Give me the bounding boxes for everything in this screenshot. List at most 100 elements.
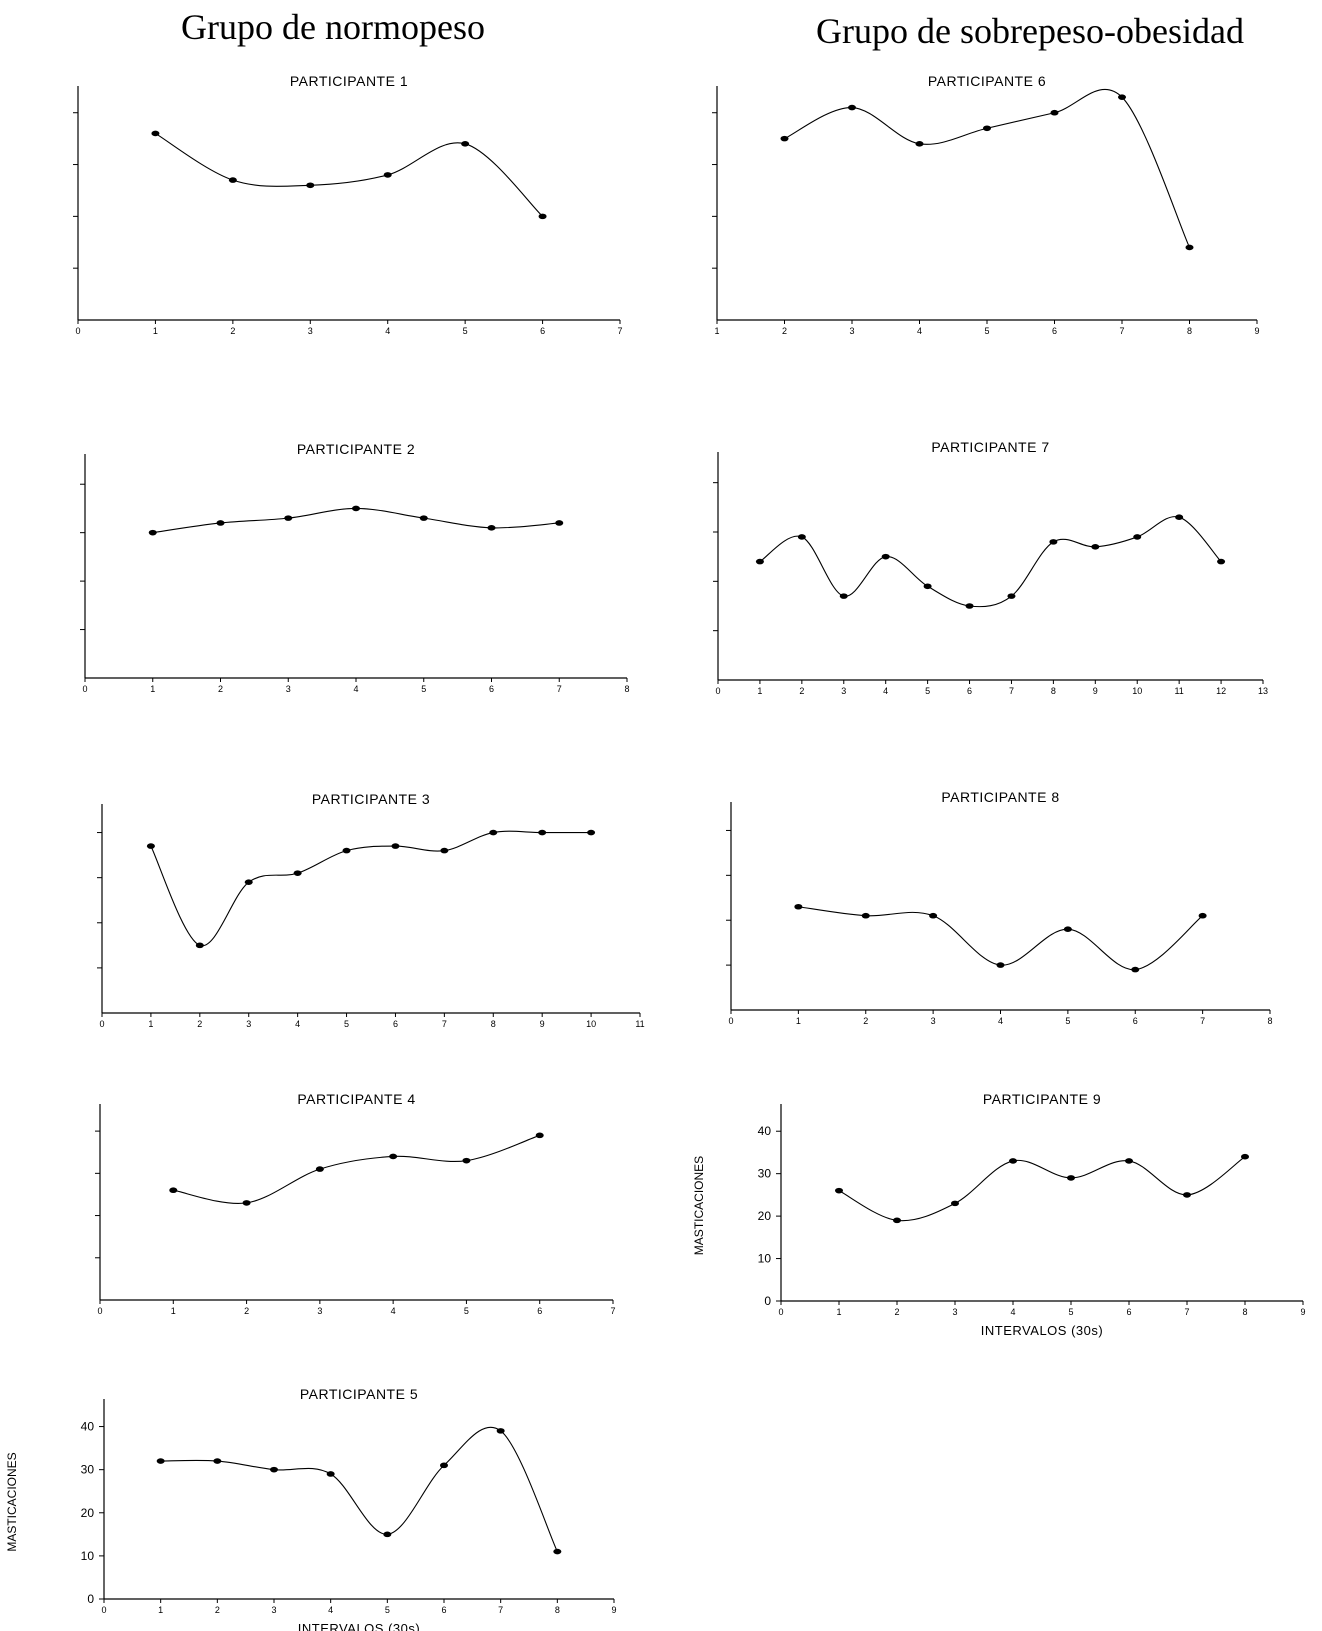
y-tick-label: 10 [758,1252,772,1266]
x-tick-label: 3 [841,686,846,696]
data-point [1183,1192,1191,1198]
data-point [1063,926,1072,932]
x-tick-label: 12 [1216,686,1226,696]
x-tick-label: 9 [1093,686,1098,696]
x-axis-label: INTERVALOS (30s) [298,1621,420,1631]
x-tick-label: 4 [295,1019,300,1029]
x-tick-label: 3 [931,1016,936,1026]
chart-title: PARTICIPANTE 1 [290,73,408,89]
y-axis-label: MASTICACIONES [5,1452,19,1551]
data-point [996,962,1005,968]
data-point [419,515,428,521]
x-tick-label: 4 [391,1306,396,1316]
x-tick-label: 0 [728,1016,733,1026]
x-tick-label: 6 [540,326,545,336]
data-point [587,829,596,836]
chart-title: PARTICIPANTE 9 [983,1091,1101,1107]
x-tick-label: 1 [757,686,762,696]
data-point [440,1462,448,1469]
x-tick-label: 11 [635,1019,644,1029]
x-tick-label: 5 [464,1306,469,1316]
chart-title: PARTICIPANTE 5 [300,1386,418,1402]
data-point [383,172,392,178]
x-tick-label: 8 [555,1605,560,1615]
x-tick-label: 5 [1068,1307,1073,1317]
data-point [1050,109,1059,116]
x-tick-label: 3 [271,1605,276,1615]
x-tick-label: 1 [150,684,155,694]
y-tick-label: 30 [758,1167,772,1181]
y-tick-label: 40 [758,1124,772,1138]
chart-title: PARTICIPANTE 6 [928,73,1046,89]
data-point [538,213,547,220]
x-tick-label: 4 [385,326,390,336]
x-tick-label: 4 [353,684,358,694]
x-tick-label: 3 [286,684,291,694]
y-tick-label: 10 [81,1549,95,1563]
series-line [160,1426,558,1552]
data-point [923,583,932,590]
x-tick-label: 0 [101,1605,106,1615]
y-tick-label: 20 [81,1506,95,1520]
x-tick-label: 2 [894,1307,899,1317]
data-point [242,1200,251,1206]
data-point [326,1471,335,1477]
x-tick-label: 5 [463,326,468,336]
y-tick-label: 40 [81,1420,95,1434]
data-point [244,879,253,885]
data-point [538,829,547,836]
data-point [496,1428,505,1434]
x-tick-label: 1 [836,1307,841,1317]
data-point [1185,244,1194,251]
data-point [797,534,806,540]
x-tick-label: 3 [849,326,854,336]
chart-title: PARTICIPANTE 7 [931,439,1049,455]
data-point [881,553,890,560]
x-tick-label: 2 [244,1306,249,1316]
data-point [535,1132,544,1139]
x-tick-label: 5 [344,1019,349,1029]
x-tick-label: 7 [1200,1016,1205,1026]
x-tick-label: 3 [952,1307,957,1317]
data-point [293,870,302,876]
data-point [839,593,848,599]
x-tick-label: 4 [1010,1307,1015,1317]
x-tick-label: 8 [491,1019,496,1029]
x-tick-label: 6 [537,1306,542,1316]
x-tick-label: 4 [328,1605,333,1615]
data-point [951,1200,959,1207]
series-line [173,1134,540,1205]
x-tick-label: 0 [97,1306,102,1316]
data-point [461,141,470,147]
x-tick-label: 7 [617,326,622,336]
series-line [155,132,543,217]
x-tick-label: 8 [1242,1307,1247,1317]
x-tick-label: 7 [1119,326,1124,336]
x-tick-label: 10 [1132,686,1142,696]
x-tick-label: 5 [984,326,989,336]
data-point [487,525,496,531]
chart-title: PARTICIPANTE 3 [312,791,430,807]
data-point [1198,912,1207,919]
x-tick-label: 9 [611,1605,616,1615]
x-tick-label: 6 [967,686,972,696]
x-tick-label: 10 [586,1019,596,1029]
x-tick-label: 5 [1065,1016,1070,1026]
x-tick-label: 6 [489,684,494,694]
x-tick-label: 3 [308,326,313,336]
data-point [315,1166,324,1172]
header-sobrepeso-obesidad: Grupo de sobrepeso-obesidad [816,11,1244,51]
data-point [1125,1158,1133,1164]
x-tick-label: 0 [82,684,87,694]
x-tick-label: 1 [148,1019,153,1029]
data-point [915,141,924,147]
x-tick-label: 3 [317,1306,322,1316]
data-point [794,903,803,910]
data-point [228,177,237,183]
x-tick-label: 9 [1254,326,1259,336]
